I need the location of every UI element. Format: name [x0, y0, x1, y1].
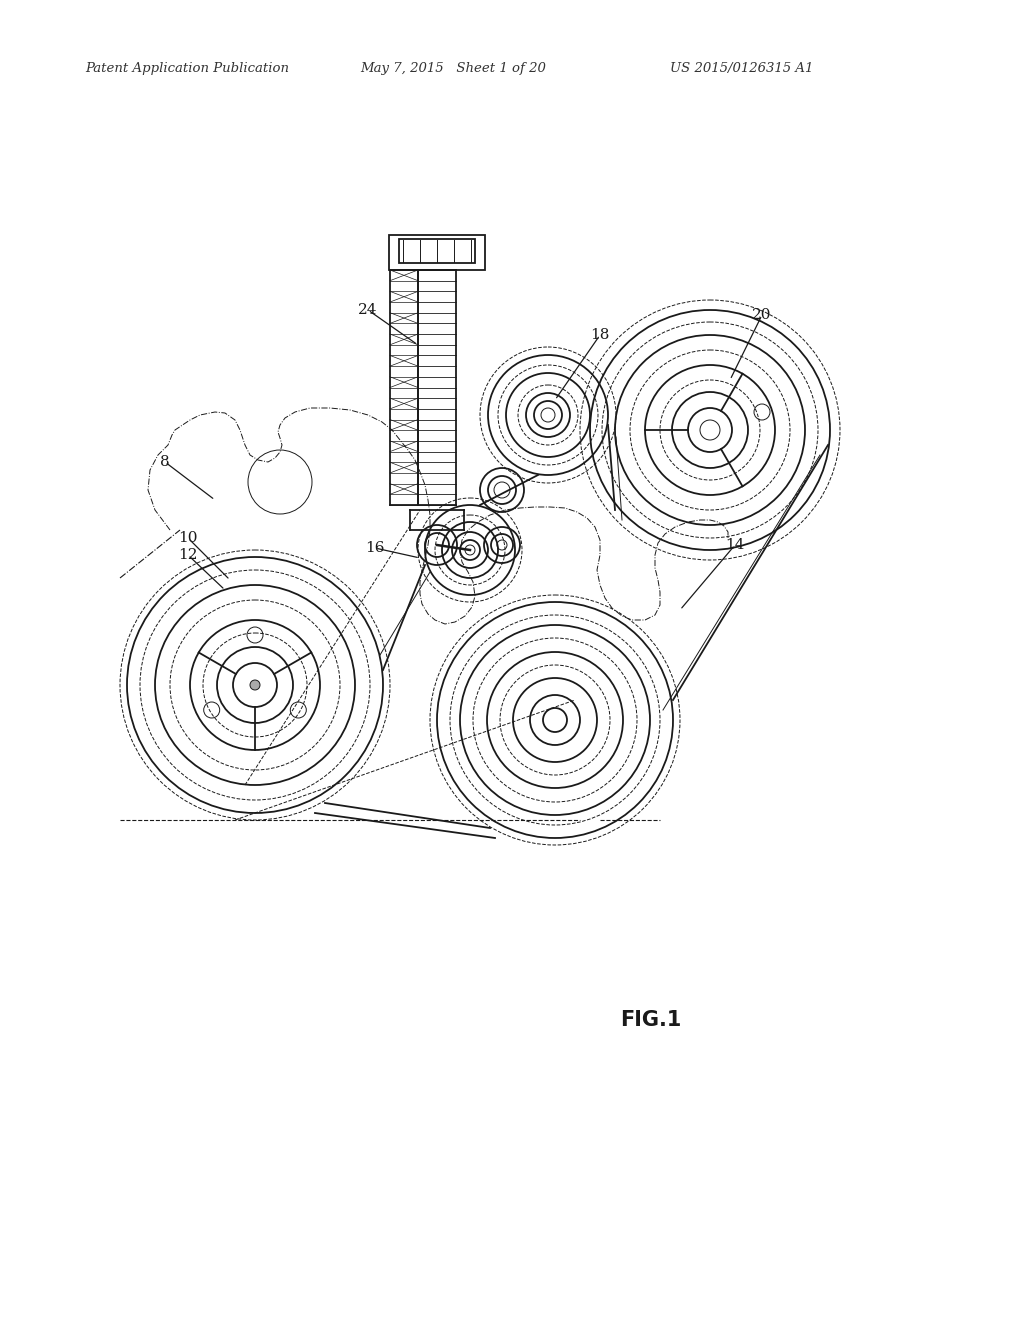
Text: 8: 8	[160, 455, 169, 469]
Text: FIG.1: FIG.1	[620, 1010, 681, 1030]
Text: 16: 16	[365, 541, 384, 554]
Text: Patent Application Publication: Patent Application Publication	[85, 62, 288, 75]
Circle shape	[250, 680, 260, 690]
Text: US 2015/0126315 A1: US 2015/0126315 A1	[669, 62, 812, 75]
Bar	[398, 239, 475, 263]
Text: 12: 12	[178, 548, 198, 562]
Text: 14: 14	[725, 539, 744, 552]
Text: 24: 24	[358, 304, 377, 317]
Text: 20: 20	[752, 308, 771, 322]
Bar	[388, 235, 484, 271]
Text: May 7, 2015   Sheet 1 of 20: May 7, 2015 Sheet 1 of 20	[360, 62, 545, 75]
Text: 10: 10	[178, 531, 198, 545]
Text: 18: 18	[590, 327, 609, 342]
